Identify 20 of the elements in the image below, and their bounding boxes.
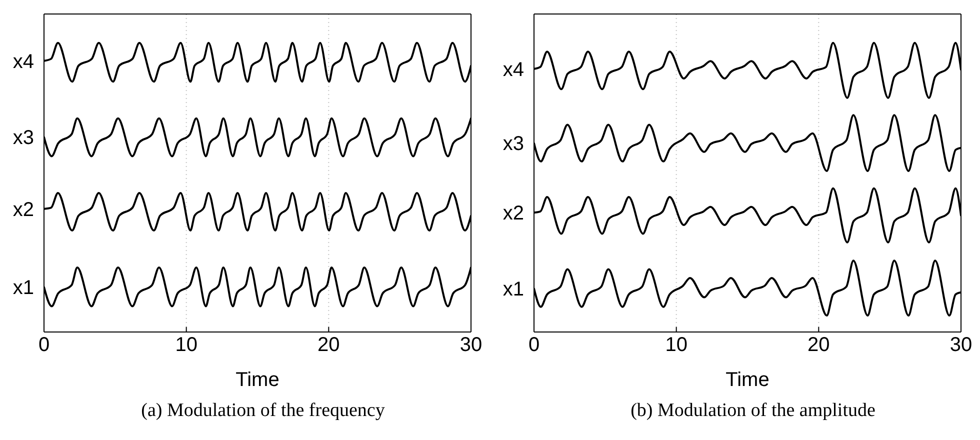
x-tick-label: 30 [950, 334, 972, 356]
series-label: x2 [502, 202, 524, 225]
x-tick-label: 0 [38, 334, 50, 356]
text: (b) Modulation of the amplitude [630, 400, 876, 422]
series-label: x1 [12, 277, 34, 300]
series-label: x1 [502, 278, 524, 301]
series-label: x4 [12, 50, 34, 73]
series-label: x4 [502, 58, 524, 81]
x-tick-label: 20 [808, 334, 830, 356]
x-axis-title: Time [726, 369, 770, 391]
x-axis-title: Time [236, 369, 280, 391]
x-tick-label: 30 [460, 334, 482, 356]
series-label: x2 [12, 198, 34, 221]
text: (a) Modulation of the frequency [141, 400, 385, 422]
x-tick-label: 10 [175, 334, 198, 356]
x-tick-label: 20 [318, 334, 340, 356]
x-tick-label: 10 [665, 334, 688, 356]
x-tick-label: 0 [528, 334, 540, 356]
series-label: x3 [502, 133, 524, 156]
series-label: x3 [12, 127, 34, 150]
